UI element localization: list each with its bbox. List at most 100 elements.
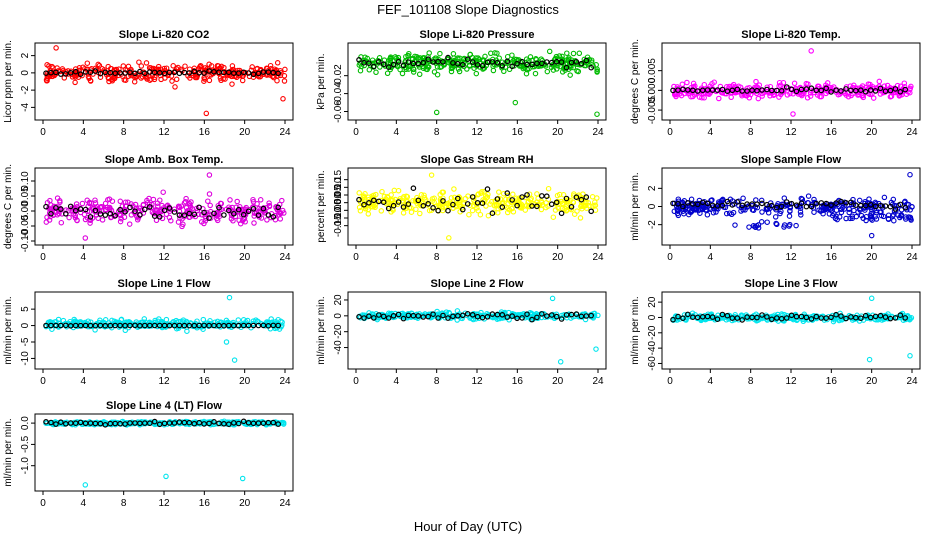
data-point [730, 81, 737, 88]
data-point [876, 78, 883, 85]
reference-point [768, 316, 775, 323]
data-point [200, 316, 207, 323]
outlier-point [163, 473, 169, 480]
y-tick-label: 0.0 [20, 416, 31, 430]
data-point [117, 212, 124, 219]
reference-point [684, 200, 691, 206]
reference-point [176, 419, 183, 425]
x-tick-label: 24 [279, 127, 291, 138]
x-tick-label: 8 [748, 127, 754, 138]
data-point [111, 67, 117, 73]
data-point [250, 196, 256, 203]
outlier-point [868, 232, 875, 239]
data-point [117, 218, 124, 225]
x-tick-label: 24 [906, 127, 918, 138]
x-tick-label: 8 [434, 376, 440, 387]
reference-point [474, 313, 481, 320]
reference-point [509, 313, 516, 319]
reference-point [892, 86, 899, 92]
data-point [523, 70, 530, 77]
reference-point [107, 210, 114, 217]
data-point [718, 89, 725, 96]
data-point [546, 48, 553, 55]
x-tick-label: 24 [279, 376, 291, 387]
reference-point [127, 322, 133, 329]
reference-point [734, 199, 741, 205]
data-point [281, 78, 288, 84]
x-tick-label: 20 [239, 127, 251, 138]
reference-point [356, 196, 362, 203]
reference-point [176, 70, 183, 77]
x-tick-label: 20 [866, 252, 878, 263]
data-point [431, 69, 438, 75]
reference-point [151, 418, 158, 425]
reference-point [57, 71, 64, 77]
reference-point [275, 421, 282, 427]
x-tick-label: 16 [826, 376, 838, 387]
data-point [399, 70, 406, 77]
reference-point [734, 86, 741, 93]
reference-point [370, 315, 377, 321]
reference-point [221, 212, 227, 218]
y-axis-label: ml/min per min. [630, 296, 641, 364]
data-point [781, 195, 788, 201]
figure-x-axis-label: Hour of Day (UTC) [414, 519, 522, 534]
data-point [207, 202, 213, 209]
data-point [450, 51, 457, 57]
reference-point [57, 419, 64, 426]
data-point [133, 73, 139, 79]
reference-point [543, 193, 550, 200]
data-point [901, 80, 908, 86]
y-tick-label: -0.10 [333, 206, 344, 229]
reference-point [469, 59, 476, 65]
reference-point [380, 61, 387, 67]
reference-point [186, 70, 193, 76]
reference-point [558, 210, 565, 217]
reference-point [862, 312, 869, 319]
reference-point [897, 312, 904, 319]
data-point [391, 187, 398, 194]
reference-point [445, 54, 451, 61]
data-point [819, 203, 825, 209]
x-tick-label: 16 [512, 127, 524, 138]
data-point [545, 185, 552, 192]
data-point [173, 317, 179, 324]
data-point [471, 65, 477, 71]
reference-point [823, 200, 830, 207]
data-point [149, 209, 156, 215]
data-point [403, 66, 409, 73]
y-axis-label: kPa per min. [316, 53, 327, 109]
reference-point [675, 313, 681, 320]
reference-point [803, 314, 810, 321]
x-tick-label: 24 [592, 252, 604, 263]
data-point [684, 79, 690, 86]
data-point [744, 204, 750, 210]
x-tick-label: 12 [471, 127, 483, 138]
data-point [594, 68, 600, 74]
data-point [186, 207, 193, 214]
reference-point [670, 316, 676, 323]
data-point [776, 94, 782, 100]
reference-point [484, 186, 491, 192]
reference-point [793, 88, 800, 95]
reference-point [240, 211, 247, 218]
data-point [356, 204, 363, 211]
x-tick-label: 4 [394, 127, 400, 138]
data-point [169, 78, 175, 84]
data-point [373, 69, 379, 76]
reference-point [563, 64, 570, 71]
reference-point [499, 63, 506, 69]
data-point [86, 199, 93, 206]
reference-point [166, 322, 173, 329]
data-point [410, 197, 416, 204]
data-point [141, 316, 148, 322]
data-point [591, 313, 598, 319]
data-point [716, 95, 722, 102]
y-tick-label: -5 [20, 337, 31, 346]
data-point [372, 204, 378, 211]
data-point [280, 420, 287, 426]
reference-point [48, 211, 54, 217]
reference-point [684, 87, 691, 93]
x-tick-label: 4 [81, 127, 87, 138]
reference-point [459, 312, 466, 319]
